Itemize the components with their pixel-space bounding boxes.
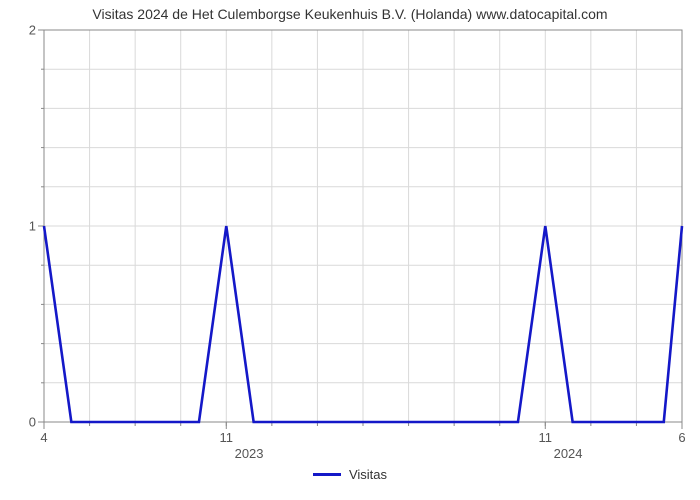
legend-swatch: [313, 473, 341, 476]
x-tick-label: 11: [220, 430, 234, 445]
x-tick-label: 11: [539, 430, 553, 445]
legend: Visitas: [0, 466, 700, 482]
y-tick-label: 2: [16, 23, 36, 38]
plot-area: 01241111620232024: [44, 30, 682, 422]
y-tick-label: 0: [16, 415, 36, 430]
x-tick-label: 6: [678, 430, 685, 445]
chart-title: Visitas 2024 de Het Culemborgse Keukenhu…: [0, 6, 700, 22]
legend-label: Visitas: [349, 467, 387, 482]
x-secondary-label: 2023: [235, 446, 264, 461]
x-tick-label: 4: [40, 430, 47, 445]
y-tick-label: 1: [16, 219, 36, 234]
x-secondary-label: 2024: [554, 446, 583, 461]
chart-container: Visitas 2024 de Het Culemborgse Keukenhu…: [0, 0, 700, 500]
